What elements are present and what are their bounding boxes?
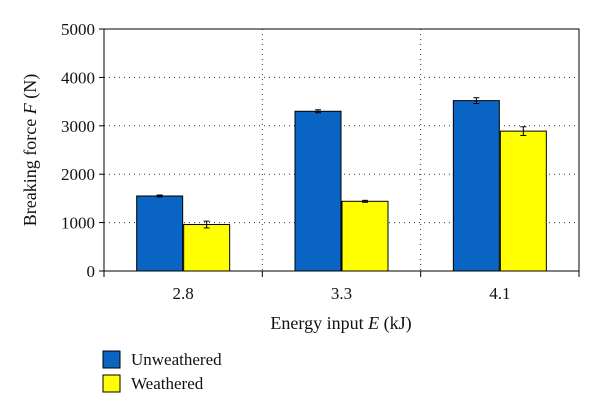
bar-unweathered-2.8: [136, 195, 184, 272]
legend-swatch-weathered: [102, 374, 121, 393]
x-tick-label: 4.1: [489, 284, 510, 303]
x-tick-label: 2.8: [173, 284, 194, 303]
y-tick-label: 1000: [61, 214, 95, 233]
bar-weathered-2.8: [183, 224, 231, 272]
bars: [136, 97, 547, 272]
x-tick-label: 3.3: [331, 284, 352, 303]
bar-weathered-3.3: [341, 200, 389, 272]
y-tick-label: 3000: [61, 117, 95, 136]
bar-weathered-4.1: [499, 130, 547, 272]
axes: [99, 28, 580, 277]
y-tick-label: 5000: [61, 20, 95, 39]
y-axis-title: Breaking force F (N): [20, 74, 41, 226]
x-axis-title: Energy input E (kJ): [270, 313, 411, 334]
bar-unweathered-3.3: [294, 110, 342, 272]
legend-swatch-unweathered: [102, 350, 121, 369]
legend-label-weathered: Weathered: [131, 374, 204, 393]
tick-labels: 0 1000 2000 3000 4000 5000 2.8 3.3 4.1: [61, 20, 510, 303]
legend-label-unweathered: Unweathered: [131, 350, 222, 369]
y-tick-label: 4000: [61, 68, 95, 87]
plot-frame: [103, 28, 580, 272]
y-tick-label: 0: [87, 262, 96, 281]
legend: Unweathered Weathered: [102, 350, 222, 393]
y-tick-label: 2000: [61, 165, 95, 184]
bar-unweathered-4.1: [452, 100, 500, 272]
